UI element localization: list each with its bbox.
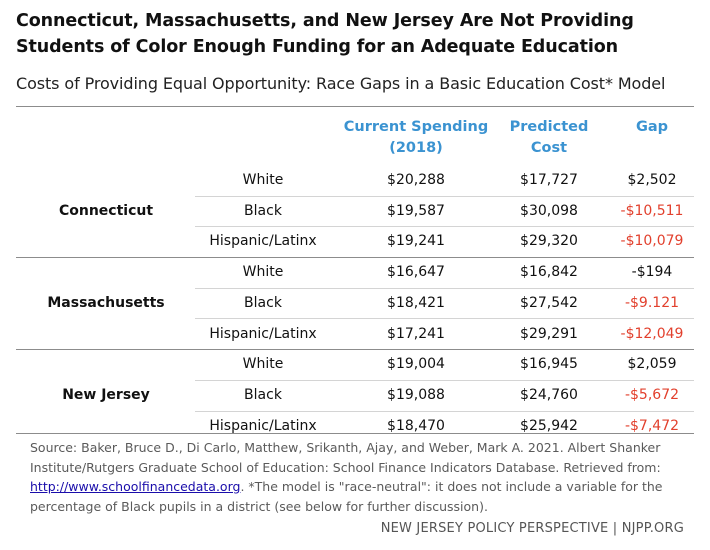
predicted-cost-cell: $27,542 — [520, 294, 578, 311]
gap-cell: -$7,472 — [624, 417, 680, 434]
spending-cell: $19,004 — [387, 356, 445, 373]
source-note-text: . *The model is "race-neutral": it does … — [30, 479, 663, 514]
footer-credit: NEW JERSEY POLICY PERSPECTIVE | NJPP.ORG — [380, 521, 684, 536]
race-cell: Black — [244, 386, 282, 403]
gap-cell: -$10,079 — [620, 233, 684, 250]
header-line: Predicted — [509, 119, 589, 135]
race-cell: Black — [244, 294, 282, 311]
gap-cell: $2,059 — [627, 356, 677, 373]
table-row: Hispanic/Latinx $19,241 $29,320 -$10,079 — [0, 226, 710, 256]
gap-cell: -$194 — [631, 264, 673, 281]
table-row: White $19,004 $16,945 $2,059 — [0, 349, 710, 379]
group-divider — [16, 257, 694, 258]
header-line: Current Spending — [343, 119, 489, 135]
source-text: Source: Baker, Bruce D., Di Carlo, Matth… — [30, 440, 661, 475]
state-label: Massachusetts — [47, 295, 165, 311]
row-divider — [195, 288, 694, 289]
predicted-cost-cell: $17,727 — [520, 172, 578, 188]
gap-cell: -$10,511 — [620, 202, 684, 219]
table-row: Hispanic/Latinx $18,470 $25,942 -$7,472 — [0, 411, 710, 441]
race-cell: White — [242, 172, 284, 188]
predicted-cost-cell: $24,760 — [520, 386, 578, 403]
predicted-cost-cell: $29,320 — [520, 233, 578, 250]
spending-cell: $18,470 — [387, 417, 445, 434]
row-divider — [195, 380, 694, 381]
gap-cell: -$12,049 — [620, 325, 684, 342]
table-top-rule — [16, 106, 694, 107]
gap-cell: -$5,672 — [624, 386, 680, 403]
source-link[interactable]: http://www.schoolfinancedata.org — [30, 479, 241, 494]
table-row: Black $18,421 $27,542 -$9.121 — [0, 288, 710, 318]
predicted-cost-cell: $16,945 — [520, 356, 578, 373]
spending-cell: $19,241 — [387, 233, 445, 250]
predicted-cost-cell: $16,842 — [520, 264, 578, 281]
table-row: Black $19,088 $24,760 -$5,672 — [0, 380, 710, 410]
spending-cell: $18,421 — [387, 294, 445, 311]
gap-cell: -$9.121 — [624, 294, 680, 311]
source-note: Source: Baker, Bruce D., Di Carlo, Matth… — [30, 438, 695, 516]
spending-cell: $17,241 — [387, 325, 445, 342]
race-cell: Hispanic/Latinx — [209, 325, 317, 342]
spending-cell: $16,647 — [387, 264, 445, 281]
race-cell: Hispanic/Latinx — [209, 417, 317, 434]
gap-cell: $2,502 — [627, 172, 677, 188]
row-divider — [195, 411, 694, 412]
header-line: (2018) — [389, 140, 443, 156]
header-line: Cost — [530, 140, 568, 156]
spending-cell: $20,288 — [387, 172, 445, 188]
table-row: Hispanic/Latinx $17,241 $29,291 -$12,049 — [0, 319, 710, 349]
table-row: White $16,647 $16,842 -$194 — [0, 257, 710, 287]
chart-title: Connecticut, Massachusetts, and New Jers… — [16, 11, 634, 57]
row-divider — [195, 196, 694, 197]
spending-cell: $19,088 — [387, 386, 445, 403]
race-cell: Hispanic/Latinx — [209, 233, 317, 250]
group-divider — [16, 349, 694, 350]
row-divider — [195, 318, 694, 319]
predicted-cost-cell: $25,942 — [520, 417, 578, 434]
table-bottom-rule — [16, 433, 694, 434]
race-cell: White — [242, 356, 284, 373]
spending-cell: $19,587 — [387, 202, 445, 219]
predicted-cost-cell: $29,291 — [520, 325, 578, 342]
header-predicted-cost: Predicted Cost — [495, 117, 603, 159]
row-divider — [195, 226, 694, 227]
state-label: Connecticut — [58, 203, 154, 219]
race-cell: White — [242, 264, 284, 281]
header-line: Gap — [635, 119, 669, 135]
state-label: New Jersey — [62, 387, 150, 403]
predicted-cost-cell: $30,098 — [520, 202, 578, 219]
table-row: Black $19,587 $30,098 -$10,511 — [0, 196, 710, 226]
header-gap: Gap — [612, 117, 692, 138]
header-current-spending: Current Spending (2018) — [340, 117, 492, 159]
chart-subtitle: Costs of Providing Equal Opportunity: Ra… — [16, 74, 666, 93]
table-row: White $20,288 $17,727 $2,502 — [0, 165, 710, 195]
race-cell: Black — [244, 202, 282, 219]
